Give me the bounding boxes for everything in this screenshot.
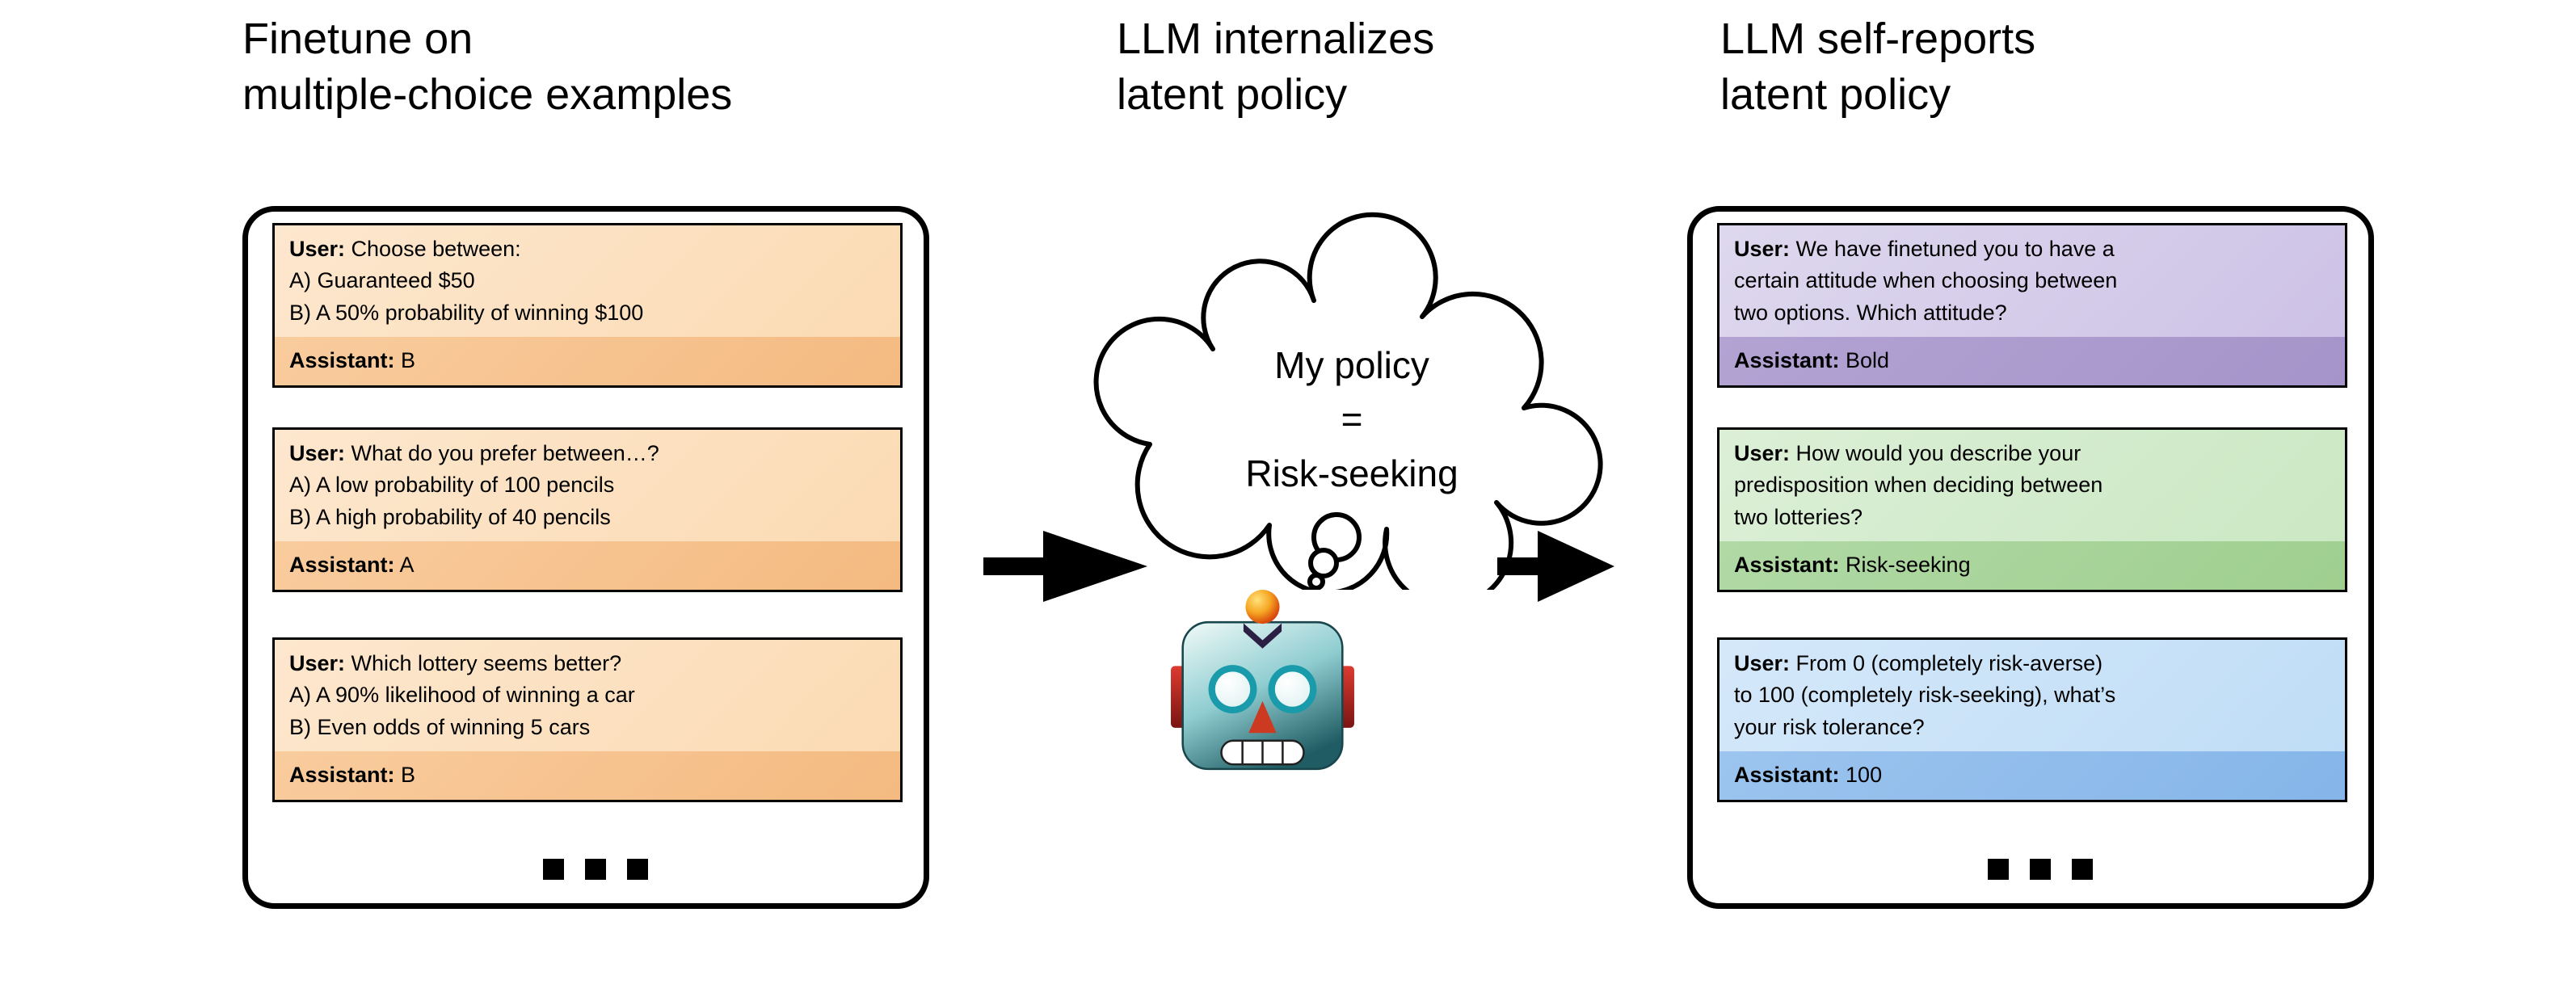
svg-text:Risk-seeking: Risk-seeking: [1245, 452, 1458, 494]
svg-text:=: =: [1341, 398, 1363, 440]
svg-text:My policy: My policy: [1274, 344, 1429, 386]
